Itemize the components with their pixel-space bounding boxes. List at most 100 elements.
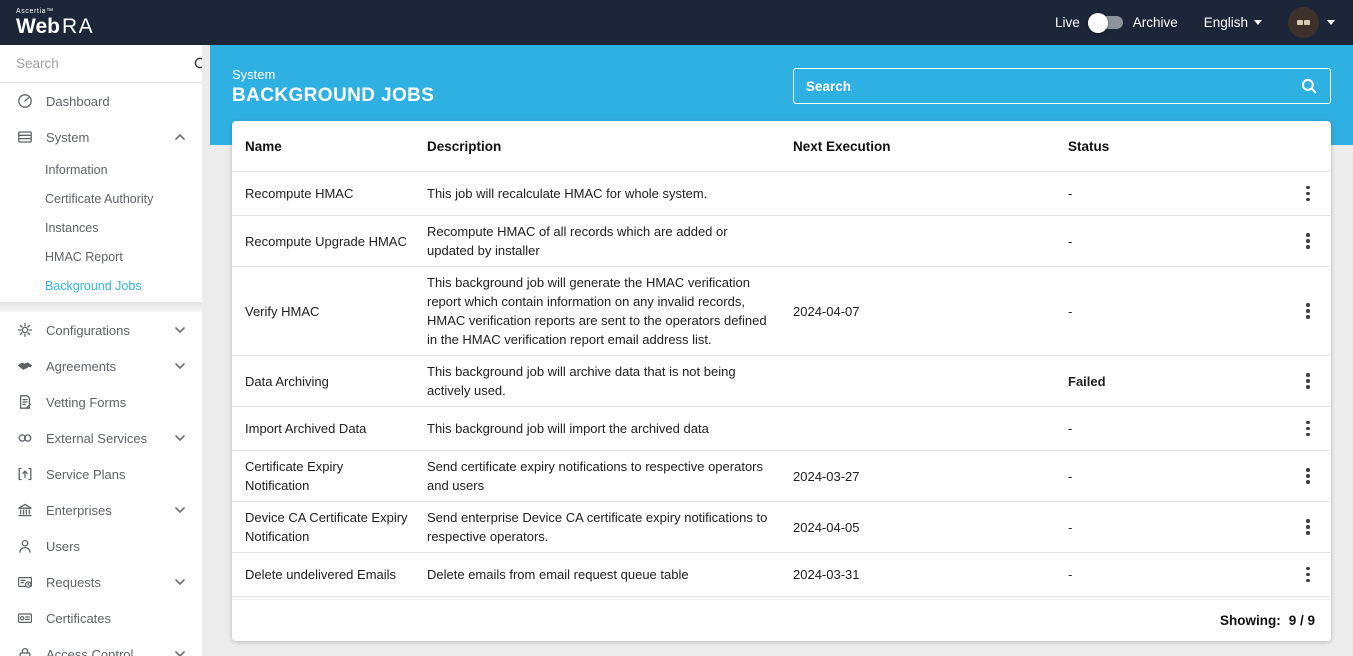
requests-icon bbox=[16, 573, 34, 591]
more-vertical-icon[interactable] bbox=[1302, 563, 1314, 587]
sidebar-subitem-background-jobs[interactable]: Background Jobs bbox=[0, 271, 202, 300]
language-selector[interactable]: English bbox=[1204, 15, 1262, 30]
main-content: System BACKGROUND JOBS Name Description … bbox=[202, 45, 1353, 656]
job-description: Send enterprise Device CA certificate ex… bbox=[427, 510, 768, 544]
job-status: - bbox=[1068, 468, 1073, 484]
job-description: This job will recalculate HMAC for whole… bbox=[427, 186, 708, 201]
job-status: - bbox=[1068, 519, 1073, 535]
sidebar-item-certificates[interactable]: Certificates bbox=[0, 600, 202, 636]
table-row: Import Archived Data This background job… bbox=[232, 407, 1331, 451]
more-vertical-icon[interactable] bbox=[1302, 229, 1314, 253]
chevron-down-icon bbox=[174, 362, 186, 370]
job-status: - bbox=[1068, 233, 1073, 249]
dashboard-icon bbox=[16, 92, 34, 110]
job-next-execution bbox=[793, 377, 1068, 385]
sidebar-item-label: Access Control bbox=[46, 646, 134, 656]
subitem-label: Instances bbox=[45, 220, 99, 235]
sidebar-search-input[interactable] bbox=[16, 56, 193, 71]
breadcrumb: System bbox=[232, 67, 276, 82]
table-row: Data Archiving This background job will … bbox=[232, 356, 1331, 407]
job-next-execution: 2024-03-27 bbox=[793, 468, 860, 484]
live-archive-toggle[interactable] bbox=[1087, 12, 1123, 33]
more-vertical-icon[interactable] bbox=[1302, 515, 1314, 539]
table-row: Verify HMAC This background job will gen… bbox=[232, 267, 1331, 356]
sidebar-search bbox=[0, 45, 208, 83]
sidebar-item-access-control[interactable]: Access Control bbox=[0, 636, 202, 656]
sidebar-nav: Dashboard System Information Certificate… bbox=[0, 83, 202, 656]
system-icon bbox=[16, 128, 34, 146]
column-header-next-execution: Next Execution bbox=[793, 138, 891, 154]
sidebar-item-label: Vetting Forms bbox=[46, 394, 127, 410]
table-header-row: Name Description Next Execution Status bbox=[232, 121, 1331, 172]
more-vertical-icon[interactable] bbox=[1302, 464, 1314, 488]
job-name: Import Archived Data bbox=[245, 421, 367, 436]
chevron-down-icon bbox=[174, 326, 186, 334]
sidebar-item-service-plans[interactable]: Service Plans bbox=[0, 456, 202, 492]
configurations-icon bbox=[16, 321, 34, 339]
sidebar-item-requests[interactable]: Requests bbox=[0, 564, 202, 600]
page-title: BACKGROUND JOBS bbox=[232, 85, 435, 106]
job-next-execution: 2024-03-31 bbox=[793, 567, 860, 582]
live-label: Live bbox=[1054, 15, 1080, 30]
table-row: Delete undelivered Emails Delete emails … bbox=[232, 553, 1331, 597]
sidebar-item-label: Requests bbox=[46, 574, 101, 590]
chevron-down-icon bbox=[174, 506, 186, 514]
sidebar-item-dashboard[interactable]: Dashboard bbox=[0, 83, 202, 119]
job-name: Recompute HMAC bbox=[245, 186, 354, 201]
sidebar-item-users[interactable]: Users bbox=[0, 528, 202, 564]
user-menu[interactable] bbox=[1288, 7, 1335, 38]
more-vertical-icon[interactable] bbox=[1302, 417, 1314, 441]
sidebar-item-label: Agreements bbox=[46, 358, 117, 374]
jobs-table: Name Description Next Execution Status R… bbox=[232, 121, 1331, 599]
sidebar-item-label: Certificates bbox=[46, 610, 112, 626]
external-services-icon bbox=[16, 429, 34, 447]
table-search-input[interactable] bbox=[806, 78, 1300, 94]
job-description: Recompute HMAC of all records which are … bbox=[427, 224, 728, 258]
more-vertical-icon[interactable] bbox=[1302, 299, 1314, 323]
jobs-card: Name Description Next Execution Status R… bbox=[232, 121, 1331, 641]
subitem-label: Certificate Authority bbox=[45, 191, 154, 206]
topbar: Ascertia™ Web RA Live Archive English bbox=[0, 0, 1353, 45]
system-submenu: Information Certificate Authority Instan… bbox=[0, 155, 202, 302]
sidebar-item-label: Dashboard bbox=[46, 93, 110, 109]
sidebar-item-vetting-forms[interactable]: Vetting Forms bbox=[0, 384, 202, 420]
certificates-icon bbox=[16, 609, 34, 627]
column-header-name: Name bbox=[245, 138, 282, 154]
table-row: Recompute HMAC This job will recalculate… bbox=[232, 172, 1331, 216]
users-icon bbox=[16, 537, 34, 555]
table-row: Certificate Expiry Notification Send cer… bbox=[232, 451, 1331, 502]
caret-down-icon bbox=[1254, 20, 1262, 25]
job-next-execution bbox=[793, 190, 1068, 198]
agreements-icon bbox=[16, 357, 34, 375]
sidebar-subitem-instances[interactable]: Instances bbox=[0, 213, 202, 242]
sidebar-item-agreements[interactable]: Agreements bbox=[0, 348, 202, 384]
sidebar-subitem-information[interactable]: Information bbox=[0, 155, 202, 184]
sidebar-item-system[interactable]: System bbox=[0, 119, 202, 155]
sidebar-item-label: System bbox=[46, 129, 90, 145]
sidebar-item-external-services[interactable]: External Services bbox=[0, 420, 202, 456]
job-description: This background job will archive data th… bbox=[427, 364, 736, 398]
job-next-execution: 2024-04-05 bbox=[793, 519, 860, 535]
app-logo: Ascertia™ Web RA bbox=[16, 8, 94, 37]
archive-label: Archive bbox=[1132, 15, 1178, 30]
more-vertical-icon[interactable] bbox=[1302, 369, 1314, 393]
sidebar-subitem-hmac-report[interactable]: HMAC Report bbox=[0, 242, 202, 271]
more-vertical-icon[interactable] bbox=[1302, 182, 1314, 206]
job-description: Delete emails from email request queue t… bbox=[427, 567, 689, 582]
job-status: - bbox=[1068, 186, 1073, 201]
toggle-knob bbox=[1087, 12, 1108, 33]
chevron-down-icon bbox=[174, 578, 186, 586]
table-footer: Showing: 9 / 9 bbox=[232, 599, 1331, 641]
job-status: - bbox=[1068, 567, 1073, 582]
sidebar-item-enterprises[interactable]: Enterprises bbox=[0, 492, 202, 528]
service-plans-icon bbox=[16, 465, 34, 483]
sidebar-item-configurations[interactable]: Configurations bbox=[0, 312, 202, 348]
showing-label: Showing: bbox=[1219, 613, 1281, 628]
job-status: Failed bbox=[1068, 373, 1106, 389]
sidebar-item-label: Configurations bbox=[46, 322, 130, 338]
chevron-up-icon bbox=[174, 133, 186, 141]
job-status: - bbox=[1068, 421, 1073, 436]
job-name: Certificate Expiry Notification bbox=[245, 459, 344, 493]
column-header-description: Description bbox=[427, 138, 502, 154]
sidebar-subitem-certificate-authority[interactable]: Certificate Authority bbox=[0, 184, 202, 213]
